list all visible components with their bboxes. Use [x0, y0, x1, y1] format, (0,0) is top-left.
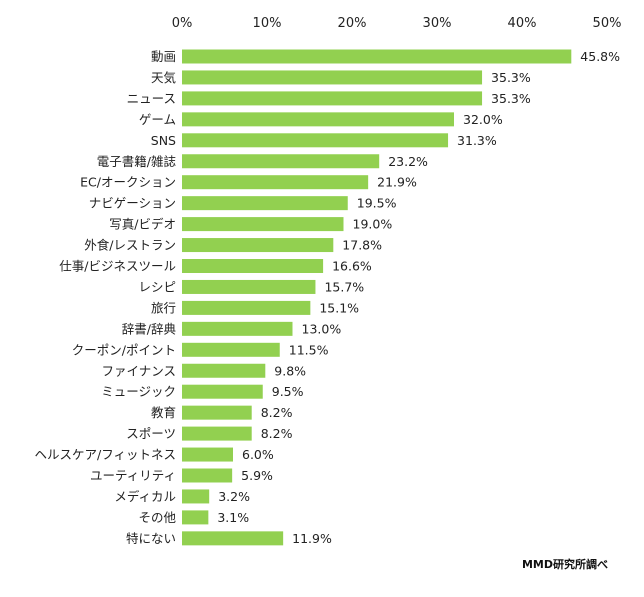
category-label: ゲーム [139, 112, 176, 127]
bar [182, 154, 380, 169]
bar [182, 342, 280, 357]
bar [182, 70, 483, 85]
category-label: 天気 [151, 70, 176, 85]
category-label: スポーツ [126, 426, 176, 441]
category-label: その他 [138, 510, 176, 525]
bar [182, 238, 334, 253]
bar [182, 259, 324, 273]
category-label: 教育 [151, 405, 176, 420]
bar [182, 468, 233, 483]
x-tick-label: 30% [423, 16, 452, 31]
value-label: 15.7% [324, 279, 364, 294]
value-label: 3.2% [218, 489, 250, 504]
value-label: 17.8% [342, 238, 382, 253]
bar [182, 321, 293, 336]
category-label: ニュース [127, 91, 176, 106]
category-label: ナビゲーション [89, 196, 176, 211]
source-label: MMD研究所調べ [522, 557, 608, 571]
bar [182, 91, 483, 106]
value-label: 3.1% [217, 510, 249, 525]
bar [182, 447, 233, 462]
category-label: 仕事/ビジネスツール [59, 259, 176, 274]
bar [182, 531, 284, 546]
category-label: レシピ [138, 279, 176, 294]
value-label: 31.3% [457, 133, 497, 148]
category-label: クーポン/ポイント [72, 342, 176, 357]
value-label: 11.9% [292, 531, 332, 546]
value-label: 23.2% [388, 154, 428, 169]
bar [182, 384, 263, 399]
x-tick-label: 10% [253, 16, 282, 31]
category-label: 旅行 [151, 300, 176, 315]
value-label: 6.0% [242, 447, 274, 462]
value-label: 9.8% [274, 363, 306, 378]
value-label: 45.8% [580, 49, 620, 64]
bar [182, 489, 210, 504]
value-label: 35.3% [491, 70, 531, 85]
category-label: 動画 [151, 49, 176, 64]
category-label: SNS [151, 133, 176, 148]
bar [182, 510, 209, 525]
category-label: 外食/レストラン [84, 238, 176, 253]
value-labels: 45.8% 35.3% 35.3% 32.0% 31.3% 23.2% 21.9% 19.5%… [217, 49, 620, 546]
bar [182, 300, 311, 315]
value-label: 35.3% [491, 91, 531, 106]
bar [182, 196, 348, 211]
bar [182, 112, 454, 127]
category-label: 写真/ビデオ [109, 217, 176, 232]
value-label: 13.0% [302, 321, 342, 336]
x-tick-label: 50% [593, 16, 622, 31]
value-label: 11.5% [289, 342, 329, 357]
category-label: 電子書籍/雑誌 [97, 154, 177, 169]
value-label: 19.0% [353, 217, 393, 232]
category-label: メディカル [114, 489, 176, 504]
category-label: ユーティリティ [90, 468, 176, 483]
x-tick-label: 20% [338, 16, 367, 31]
x-tick-label: 0% [172, 16, 193, 31]
bar [182, 217, 344, 232]
bar [182, 363, 266, 378]
value-label: 19.5% [357, 196, 397, 211]
value-label: 32.0% [463, 112, 503, 127]
category-label: 特にない [126, 531, 176, 546]
value-label: 15.1% [319, 300, 359, 315]
value-label: 8.2% [261, 405, 293, 420]
bar [182, 133, 449, 148]
bar [182, 279, 316, 294]
category-label: 辞書/辞典 [122, 321, 176, 336]
value-label: 8.2% [261, 426, 293, 441]
bar [182, 175, 369, 190]
category-label: EC/オークション [80, 175, 176, 190]
x-tick-label: 40% [508, 16, 537, 31]
category-label: ファイナンス [101, 363, 176, 378]
value-label: 21.9% [377, 175, 417, 190]
bars [182, 49, 572, 546]
value-label: 9.5% [272, 384, 304, 399]
bar [182, 49, 572, 64]
bar [182, 426, 252, 441]
x-axis-ticks: 0% 10% 20% 30% 40% 50% [172, 16, 622, 31]
category-label: ミュージック [101, 384, 176, 399]
value-label: 16.6% [332, 259, 372, 274]
bar [182, 405, 252, 420]
category-label: ヘルスケア/フィットネス [35, 447, 176, 462]
value-label: 5.9% [241, 468, 273, 483]
